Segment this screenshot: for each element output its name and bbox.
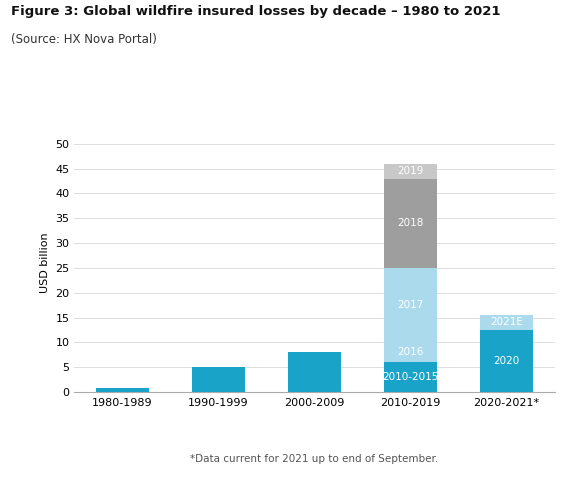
Text: 2020: 2020 [494,356,520,366]
Bar [384,268,437,342]
Bar [192,367,245,392]
Bar [96,389,149,392]
Bar [384,178,437,268]
Text: *Data current for 2021 up to end of September.: *Data current for 2021 up to end of Sept… [190,454,439,464]
Bar [384,362,437,392]
Text: 2016: 2016 [398,347,424,357]
Y-axis label: USD billion: USD billion [40,233,50,293]
Bar [480,315,533,330]
Text: 2021E: 2021E [490,317,523,327]
Bar [384,342,437,362]
Bar [384,163,437,178]
Bar [288,352,341,392]
Text: 2019: 2019 [398,166,424,176]
Bar [480,330,533,392]
Text: (Source: HX Nova Portal): (Source: HX Nova Portal) [11,33,157,46]
Text: 2010-2015: 2010-2015 [383,372,439,382]
Text: 2017: 2017 [398,300,424,310]
Text: Figure 3: Global wildfire insured losses by decade – 1980 to 2021: Figure 3: Global wildfire insured losses… [11,5,501,18]
Text: 2018: 2018 [398,218,424,228]
